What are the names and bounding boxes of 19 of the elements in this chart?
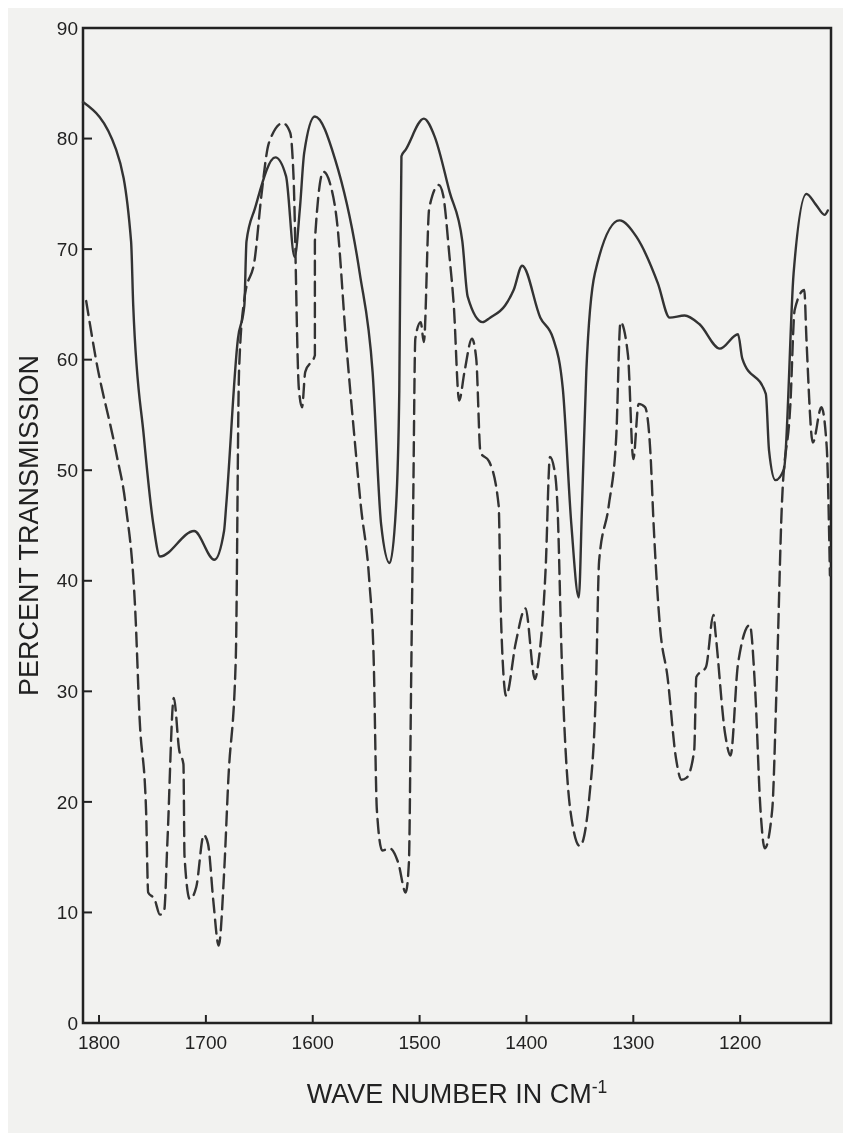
y-tick-label: 30 xyxy=(56,680,78,702)
x-tick-label: 1500 xyxy=(398,1032,441,1053)
y-tick-label: 70 xyxy=(56,238,78,260)
y-tick-label: 90 xyxy=(56,17,78,39)
y-axis-title: PERCENT TRANSMISSION xyxy=(14,354,44,697)
y-tick-label: 10 xyxy=(56,902,78,924)
x-axis-title: WAVE NUMBER IN CM$^{-1}$ xyxy=(306,1077,608,1109)
y-tick-label: 60 xyxy=(56,349,78,371)
x-tick-label: 1200 xyxy=(719,1032,762,1053)
x-tick-label: 1600 xyxy=(291,1032,334,1053)
x-tick-label: 1300 xyxy=(612,1032,655,1053)
x-tick-label: 1400 xyxy=(505,1032,548,1053)
y-tick-label: 80 xyxy=(56,128,78,150)
y-tick-label: 40 xyxy=(56,570,78,592)
y-tick-label: 50 xyxy=(56,459,78,481)
x-tick-label: 1800 xyxy=(77,1032,121,1053)
x-tick-label: 1700 xyxy=(184,1032,228,1053)
y-tick-label: 0 xyxy=(67,1012,78,1034)
y-tick-label: 20 xyxy=(56,791,78,813)
